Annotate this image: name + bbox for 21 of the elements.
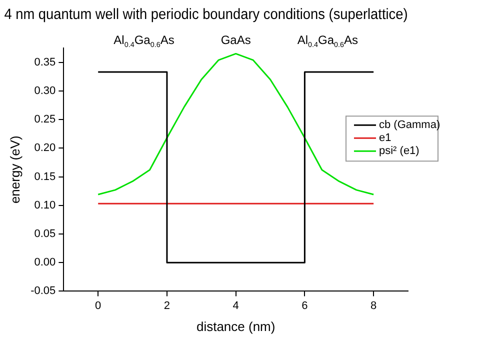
legend-label: cb (Gamma) [379, 119, 440, 132]
y-tick-label: 0.10 [34, 199, 56, 212]
legend-label: psi² (e1) [379, 145, 420, 158]
y-tick-label: 0.00 [34, 256, 56, 269]
x-axis-title: distance (nm) [196, 318, 276, 334]
y-tick-label: 0.30 [34, 84, 56, 97]
chart-title: 4 nm quantum well with periodic boundary conditions (superlattice) [4, 6, 408, 24]
legend-label: e1 [379, 132, 392, 144]
x-tick-label: 0 [95, 300, 102, 312]
text: GaAs [220, 33, 251, 47]
y-tick-label: 0.35 [34, 56, 56, 68]
y-tick-label: 0.25 [34, 114, 56, 126]
x-tick-label: 8 [370, 300, 377, 312]
y-tick-label: -0.05 [30, 285, 56, 298]
y-tick-label: 0.20 [34, 142, 56, 154]
x-tick-label: 2 [164, 300, 170, 312]
x-tick-label: 6 [302, 300, 308, 312]
y-tick-label: 0.05 [34, 228, 56, 240]
y-axis-title: energy (eV) [7, 136, 22, 204]
x-tick-label: 4 [232, 300, 239, 312]
y-tick-label: 0.15 [34, 170, 56, 183]
